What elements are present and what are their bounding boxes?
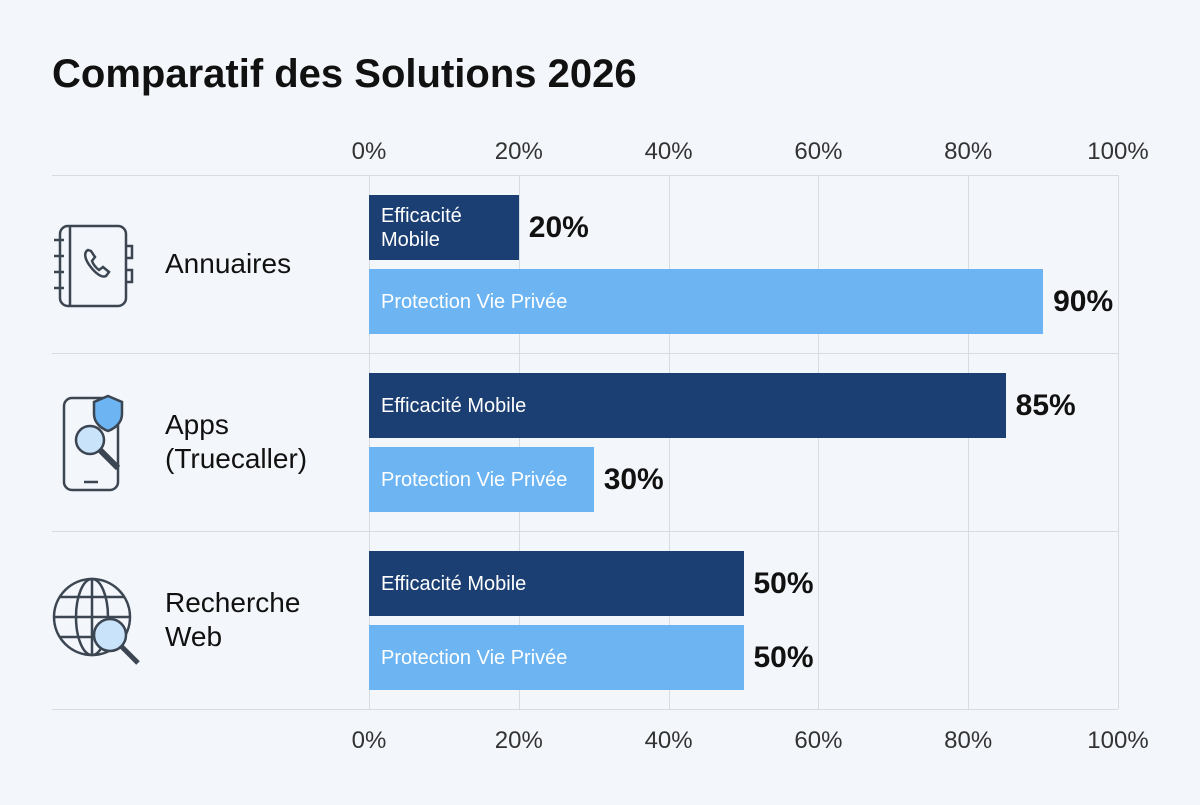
x-tick-label: 100% <box>1087 727 1149 754</box>
bar: Efficacité Mobile <box>369 373 1006 438</box>
x-tick-label: 20% <box>494 138 543 165</box>
value-label: 20% <box>528 210 589 244</box>
grid-line <box>369 175 370 709</box>
x-tick-label: 0% <box>351 727 387 754</box>
row-separator <box>52 709 1118 710</box>
x-tick-label: 40% <box>644 138 693 165</box>
phonebook-icon <box>54 224 134 308</box>
chart-title: Comparatif des Solutions 2026 <box>52 52 637 96</box>
value-label: 30% <box>603 462 664 496</box>
grid-line <box>518 175 520 709</box>
category-label: Apps (Truecaller) <box>165 409 308 474</box>
x-tick-label: 80% <box>944 138 993 165</box>
row-separator <box>52 531 1118 532</box>
bar: Protection Vie Privée <box>369 625 744 690</box>
x-tick-label: 60% <box>794 727 843 754</box>
series-label: Efficacité Mobile <box>381 572 527 595</box>
grid-line <box>668 175 670 709</box>
x-tick-label: 100% <box>1087 138 1149 165</box>
row-separator <box>52 353 1118 354</box>
x-tick-label: 40% <box>644 727 693 754</box>
bar: Protection Vie Privée <box>369 447 594 512</box>
series-label: Efficacité Mobile <box>381 204 462 251</box>
series-label: Protection Vie Privée <box>381 290 568 313</box>
web-icon <box>52 577 140 665</box>
value-label: 85% <box>1015 388 1076 422</box>
bar: Protection Vie Privée <box>369 269 1044 334</box>
category-label: Annuaires <box>165 248 292 279</box>
x-tick-label: 60% <box>794 138 843 165</box>
series-label: Protection Vie Privée <box>381 468 568 491</box>
category-label: Recherche Web <box>165 587 301 652</box>
x-tick-label: 0% <box>351 138 387 165</box>
grid-line <box>1118 175 1119 709</box>
bar: Efficacité Mobile <box>369 551 744 616</box>
series-label: Protection Vie Privée <box>381 646 568 669</box>
bar: Efficacité Mobile <box>369 195 519 260</box>
x-tick-label: 80% <box>944 727 993 754</box>
app-icon <box>62 394 124 492</box>
row-separator <box>52 175 1118 176</box>
x-tick-label: 20% <box>494 727 543 754</box>
grid-line <box>818 175 820 709</box>
grid-line <box>968 175 970 709</box>
series-label: Efficacité Mobile <box>381 394 527 417</box>
value-label: 90% <box>1053 284 1114 318</box>
value-label: 50% <box>753 640 814 674</box>
value-label: 50% <box>753 566 814 600</box>
